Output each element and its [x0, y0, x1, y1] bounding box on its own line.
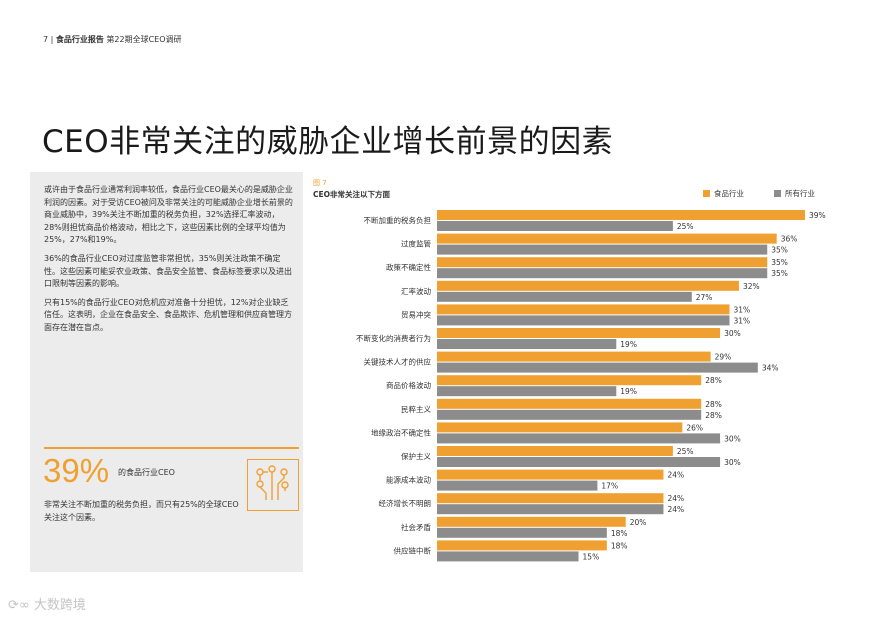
page-title: CEO非常关注的威胁企业增长前景的因素 [42, 124, 614, 160]
survey-name: 第22期全球CEO调研 [106, 35, 182, 44]
legend-all: 所有行业 [774, 188, 815, 199]
highlight-description: 非常关注不断加重的税务负担，而只有25%的全球CEO关注这个因素。 [44, 500, 239, 522]
chart-panel [303, 172, 877, 572]
legend-all-swatch [774, 190, 781, 197]
legend-food: 食品行业 [703, 188, 744, 199]
watermark-logo-icon: ⟳∞ [8, 598, 30, 613]
circuit-icon [247, 459, 299, 511]
watermark-text: 大数跨境 [33, 598, 86, 613]
watermark: ⟳∞ 大数跨境 [8, 594, 86, 613]
paragraph-2: 36%的食品行业CEO对过度监管非常担忧，35%则关注政策不确定性。这些因素可能… [44, 253, 292, 289]
legend-food-label: 食品行业 [714, 189, 744, 198]
legend-food-swatch [703, 190, 710, 197]
page-number: 7 [43, 35, 49, 44]
highlight-divider [44, 447, 299, 449]
paragraph-3: 只有15%的食品行业CEO对危机应对准备十分担忧，12%对企业缺乏信任。这表明，… [44, 297, 292, 332]
paragraph-1: 或许由于食品行业通常利润率较低，食品行业CEO最关心的是威胁企业利润的因素。对于… [44, 185, 293, 245]
left-text: 或许由于食品行业通常利润率较低，食品行业CEO最关心的是威胁企业利润的因素。对于… [44, 184, 294, 341]
legend-all-label: 所有行业 [785, 189, 815, 198]
highlight-value: 39% [43, 452, 110, 489]
figure-label: 图 7 [313, 179, 327, 187]
report-name: 食品行业报告 [55, 35, 104, 44]
figure-subtitle: CEO非常关注以下方面 [313, 190, 391, 199]
page-header: 7 | 食品行业报告 第22期全球CEO调研 [43, 35, 182, 44]
highlight-label: 的食品行业CEO [118, 468, 175, 477]
